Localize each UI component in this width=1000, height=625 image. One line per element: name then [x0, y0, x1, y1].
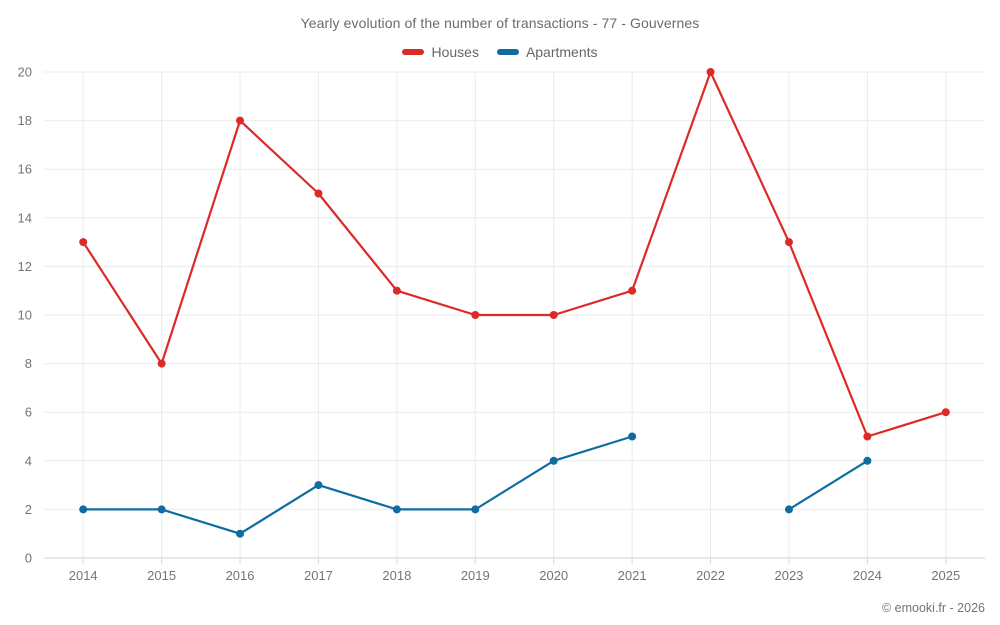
legend-item-houses[interactable]: Houses — [402, 44, 479, 60]
y-axis-tick-label: 0 — [25, 551, 32, 566]
data-point-houses[interactable] — [706, 68, 715, 76]
data-point-apartments[interactable] — [784, 505, 793, 514]
y-axis-tick-label: 6 — [25, 405, 32, 420]
data-point-houses[interactable] — [941, 408, 950, 417]
x-axis-ticks: 2014 2015 2016 2017 2018 2019 2020 2021 2022 2023… — [69, 558, 960, 583]
x-axis-tick-label: 2017 — [304, 568, 333, 583]
series-line-apartments — [787, 459, 869, 511]
y-axis-tick-label: 8 — [25, 356, 32, 371]
y-axis-tick-label: 20 — [18, 65, 32, 80]
x-axis-tick-label: 2015 — [147, 568, 176, 583]
data-series — [79, 68, 950, 538]
chart-title: Yearly evolution of the number of transa… — [300, 15, 700, 31]
x-axis-tick-label: 2023 — [774, 568, 803, 583]
y-axis-tick-label: 14 — [18, 210, 32, 225]
legend-label-houses: Houses — [431, 44, 479, 60]
x-axis-tick-label: 2014 — [69, 568, 98, 583]
x-axis-tick-label: 2018 — [382, 568, 411, 583]
x-axis-tick-label: 2025 — [931, 568, 960, 583]
data-point-apartments[interactable] — [863, 456, 872, 465]
data-point-houses[interactable] — [314, 189, 323, 198]
y-axis-tick-label: 12 — [18, 259, 32, 274]
x-axis-tick-label: 2016 — [226, 568, 255, 583]
data-point-houses[interactable] — [79, 238, 88, 247]
x-axis-tick-label: 2022 — [696, 568, 725, 583]
legend-swatch-apartments — [496, 49, 519, 55]
data-point-apartments[interactable] — [471, 505, 480, 514]
data-point-apartments[interactable] — [314, 481, 323, 490]
y-axis-tick-label: 18 — [18, 113, 32, 128]
data-point-apartments[interactable] — [157, 505, 166, 514]
y-axis-ticks: 0 2 4 6 8 10 12 14 16 18 20 — [18, 65, 32, 566]
y-axis-tick-label: 4 — [25, 453, 32, 468]
x-axis-tick-label: 2020 — [539, 568, 568, 583]
data-point-houses[interactable] — [157, 359, 166, 368]
data-point-apartments[interactable] — [628, 432, 637, 441]
y-axis-tick-label: 10 — [18, 308, 32, 323]
legend-label-apartments: Apartments — [525, 44, 598, 60]
data-point-apartments[interactable] — [392, 505, 401, 514]
data-point-houses[interactable] — [392, 286, 401, 295]
data-point-houses[interactable] — [236, 116, 245, 125]
legend-item-apartments[interactable]: Apartments — [496, 44, 598, 60]
x-axis-tick-label: 2019 — [461, 568, 490, 583]
data-point-houses[interactable] — [784, 238, 793, 247]
series-line-houses — [82, 70, 947, 438]
series-line-apartments — [82, 435, 634, 535]
data-point-apartments[interactable] — [79, 505, 88, 514]
y-axis-tick-label: 2 — [25, 502, 32, 517]
data-point-houses[interactable] — [549, 311, 558, 319]
x-axis-tick-label: 2024 — [853, 568, 882, 583]
data-point-apartments[interactable] — [549, 456, 558, 465]
data-point-houses[interactable] — [471, 311, 480, 319]
data-point-apartments[interactable] — [236, 529, 245, 538]
copyright-footer: © emooki.fr - 2026 — [881, 601, 985, 615]
data-point-houses[interactable] — [863, 432, 872, 441]
legend-swatch-houses — [402, 49, 425, 55]
data-point-houses[interactable] — [628, 286, 637, 295]
x-axis-tick-label: 2021 — [618, 568, 647, 583]
y-axis-tick-label: 16 — [18, 162, 32, 177]
chart-legend: Houses Apartments — [0, 45, 1000, 59]
